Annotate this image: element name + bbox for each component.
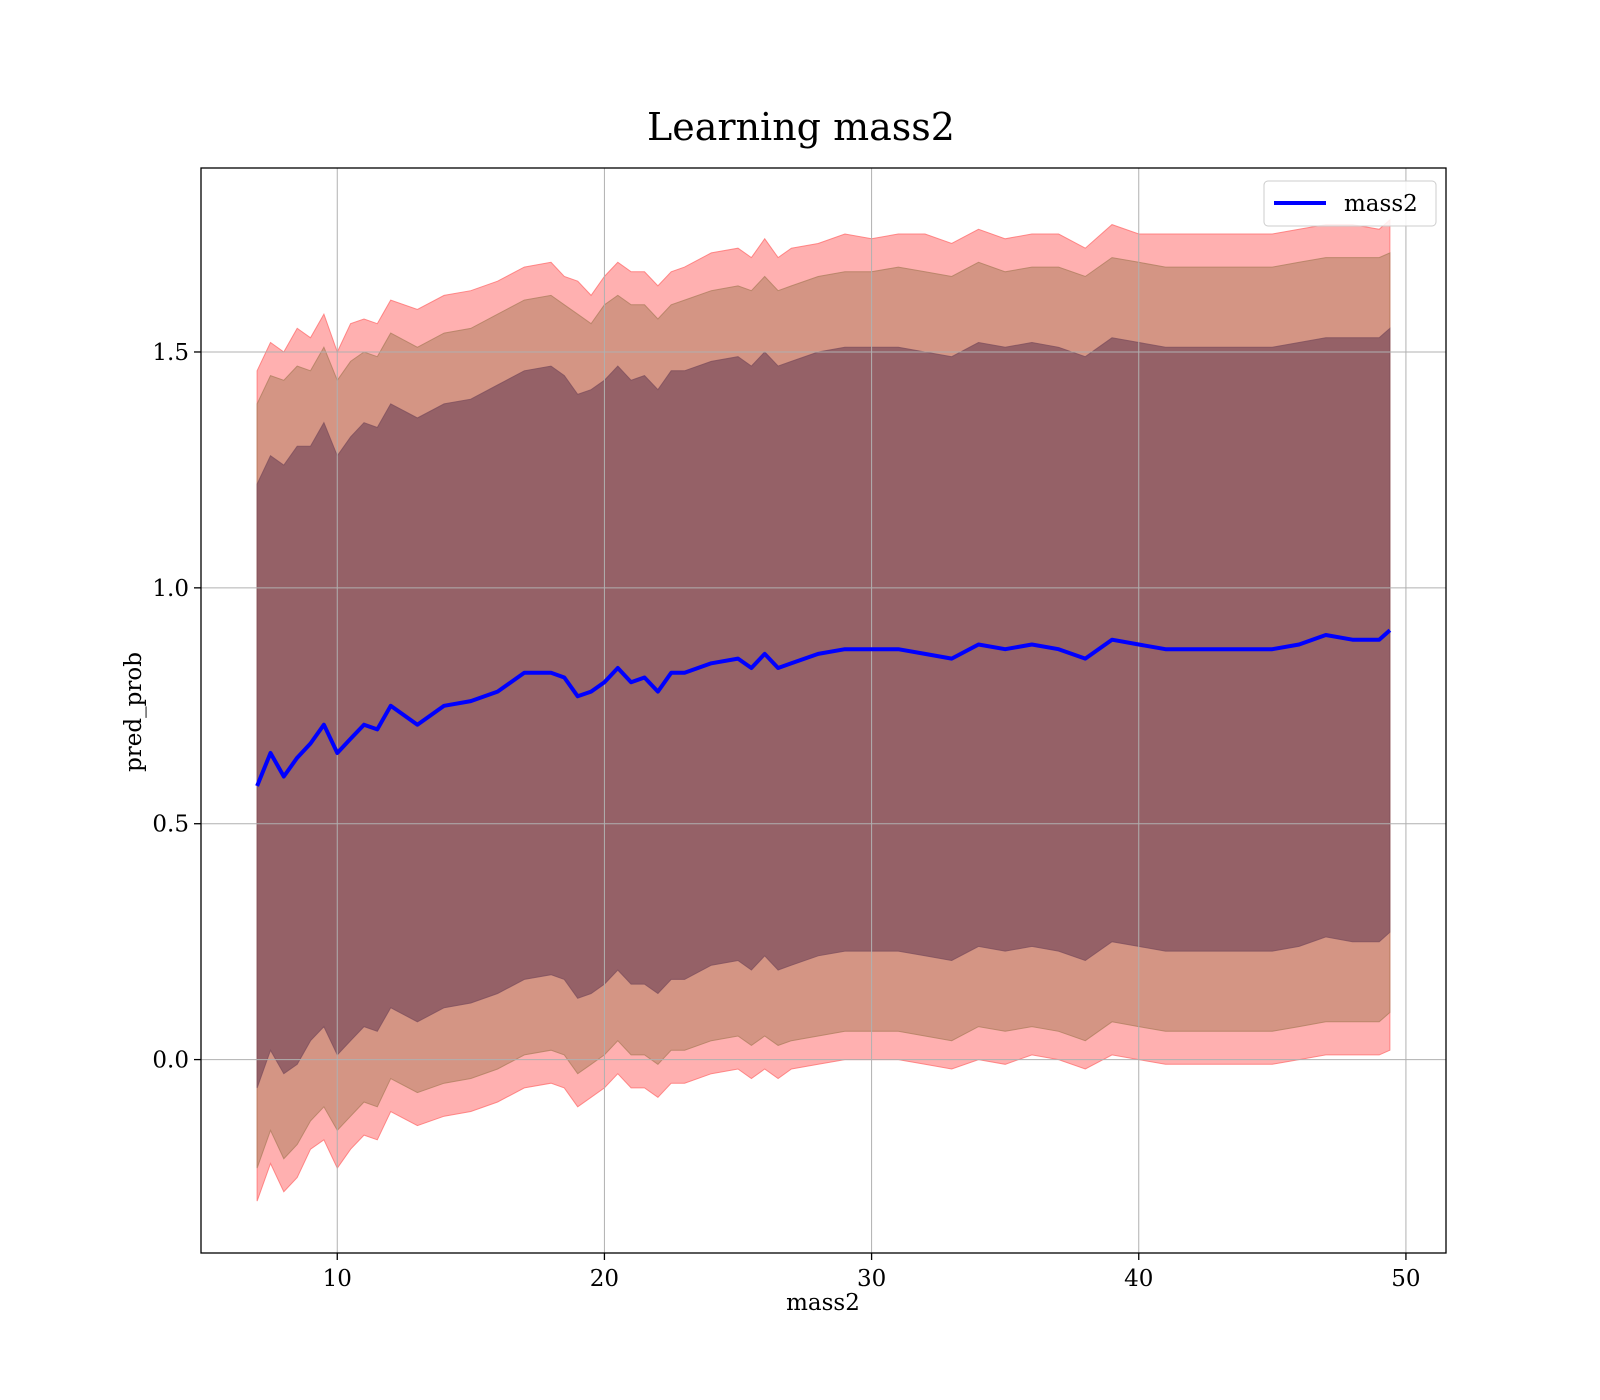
- x-tick-label: 30: [857, 1266, 886, 1292]
- y-tick-label: 0.5: [152, 812, 189, 838]
- legend: mass2: [1263, 180, 1437, 227]
- x-tick-label: 50: [1391, 1266, 1420, 1292]
- chart-title: Learning mass2: [647, 105, 955, 149]
- y-tick-label: 1.5: [152, 340, 189, 366]
- grid: [201, 168, 1446, 1253]
- series-lines: [255, 628, 1392, 787]
- series-line-mass2: [255, 628, 1392, 787]
- y-axis-ticks: 0.0 0.5 1.0 1.5: [152, 340, 201, 1074]
- x-axis-label: mass2: [786, 1290, 860, 1316]
- x-tick-label: 10: [323, 1266, 352, 1292]
- legend-label-mass2: mass2: [1344, 191, 1418, 217]
- x-tick-label: 20: [590, 1266, 619, 1292]
- plot-frame: [200, 167, 1447, 1254]
- y-tick-label: 0.0: [152, 1048, 189, 1074]
- y-axis-label: pred_prob: [121, 652, 147, 772]
- band-1sd: [256, 327, 1391, 1089]
- confidence-bands: [256, 218, 1391, 1202]
- y-tick-label: 1.0: [152, 576, 189, 602]
- x-tick-label: 40: [1124, 1266, 1153, 1292]
- legend-box: [1263, 180, 1437, 227]
- x-axis-ticks: 10 20 30 40 50: [323, 1253, 1421, 1292]
